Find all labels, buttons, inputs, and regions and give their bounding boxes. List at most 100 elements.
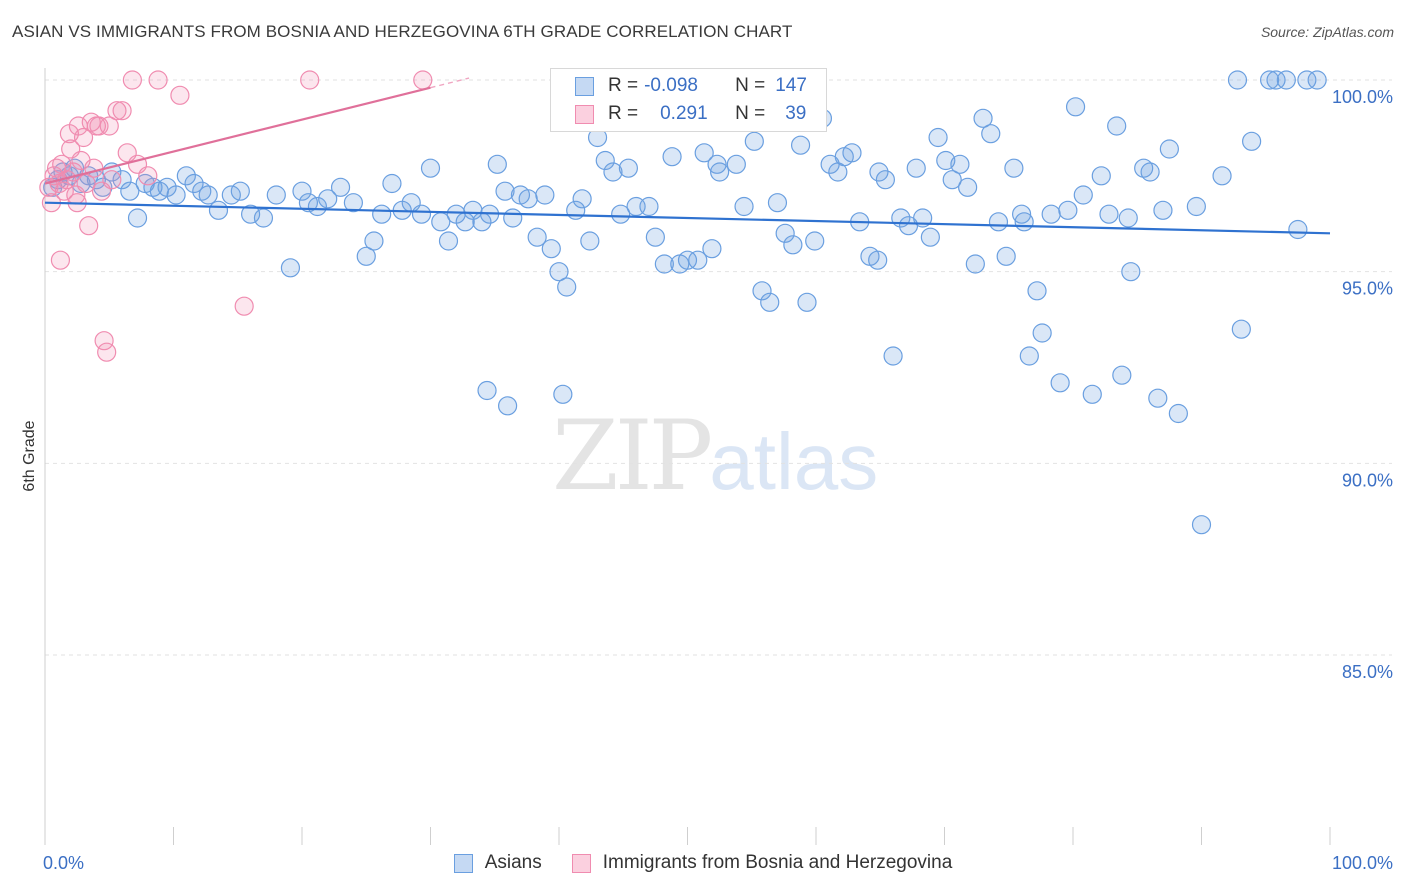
asians-point xyxy=(307,196,328,217)
bosnia-point xyxy=(94,331,114,351)
asians-point xyxy=(942,170,962,190)
asians-point xyxy=(253,208,274,228)
legend-label-bosnia: Immigrants from Bosnia and Herzegovina xyxy=(602,852,953,873)
asians-point xyxy=(1019,346,1039,366)
x-tick-label: 100.0% xyxy=(1332,853,1393,873)
asians-point xyxy=(527,227,547,247)
asians-point xyxy=(1107,116,1127,136)
y-tick-label: 100.0% xyxy=(1332,87,1393,107)
asians-point xyxy=(292,181,312,201)
asians-point xyxy=(166,185,186,205)
asians-point xyxy=(1231,319,1251,339)
asians-point xyxy=(1186,196,1206,217)
bosnia-point xyxy=(52,154,72,174)
asians-point xyxy=(760,292,780,312)
asians-point xyxy=(783,235,803,255)
legend-label-asians: Asians xyxy=(484,852,542,873)
legend-item-bosnia: Immigrants from Bosnia and Herzegovina xyxy=(571,852,953,874)
asians-point xyxy=(557,277,577,297)
asians-trend-line xyxy=(44,201,1331,235)
legend-swatch-asians xyxy=(575,76,594,96)
asians-point xyxy=(869,162,889,182)
asians-point xyxy=(936,150,956,171)
asians-point xyxy=(487,154,507,174)
legend-swatch-bosnia xyxy=(575,104,594,124)
asians-point xyxy=(883,346,903,366)
asians-point xyxy=(639,196,659,217)
asians-point xyxy=(996,246,1016,266)
bosnia-point xyxy=(39,177,59,197)
bosnia-trend-line xyxy=(44,86,431,185)
legend-n-value: 147 xyxy=(775,75,807,96)
y-axis-label: 6th Grade xyxy=(21,420,38,491)
asians-point xyxy=(726,154,746,174)
asians-point xyxy=(382,173,402,194)
asians-point xyxy=(1112,365,1132,385)
asians-point xyxy=(266,185,286,205)
asians-point xyxy=(518,189,538,209)
asians-point xyxy=(176,166,196,186)
asians-point xyxy=(645,227,665,247)
asians-point xyxy=(775,223,795,243)
asians-point xyxy=(707,154,727,174)
asians-point xyxy=(906,158,926,178)
asians-point xyxy=(184,173,204,194)
legend-swatch-bosnia xyxy=(571,853,591,873)
bosnia-point xyxy=(54,181,74,201)
asians-point xyxy=(1153,200,1173,220)
asians-point xyxy=(1058,200,1078,220)
asians-point xyxy=(744,131,764,151)
asians-point xyxy=(280,258,301,278)
asians-point xyxy=(688,250,708,270)
asians-point xyxy=(1288,219,1308,240)
bosnia-point xyxy=(84,158,104,178)
asians-point xyxy=(973,108,993,128)
asians-point xyxy=(662,147,682,167)
asians-point xyxy=(694,143,714,163)
bosnia-point xyxy=(112,101,132,121)
asians-point xyxy=(1118,208,1138,228)
asians-point xyxy=(241,204,261,224)
watermark-zip: ZIP xyxy=(552,400,713,512)
bosnia-point xyxy=(89,116,109,136)
asians-point xyxy=(595,150,615,171)
asians-point xyxy=(790,135,811,155)
asians-point xyxy=(734,196,754,217)
asians-point xyxy=(477,380,497,401)
asians-point xyxy=(752,281,772,301)
asians-point xyxy=(372,204,392,224)
legend-n-label: N = xyxy=(735,75,766,96)
asians-point xyxy=(797,292,817,312)
bosnia-point xyxy=(97,342,117,362)
watermark-atlas: atlas xyxy=(709,417,879,506)
asians-point xyxy=(965,254,985,274)
y-tick-label: 90.0% xyxy=(1342,470,1393,490)
legend-n-value: 39 xyxy=(785,103,807,124)
asians-point xyxy=(318,189,338,209)
asians-point xyxy=(805,231,825,251)
asians-point xyxy=(1168,403,1188,424)
legend-n-label: N = xyxy=(735,103,766,124)
legend-row-bosnia: R = 0.291 N = 39 xyxy=(575,101,806,127)
asians-point xyxy=(364,231,384,251)
asians-point xyxy=(710,162,730,182)
asians-point xyxy=(230,181,250,201)
asians-point xyxy=(611,204,631,224)
bosnia-point xyxy=(300,70,320,90)
asians-point xyxy=(1004,158,1024,178)
legend-item-asians: Asians xyxy=(453,852,542,874)
asians-point xyxy=(988,212,1009,232)
asians-point xyxy=(1140,162,1160,182)
bosnia-point xyxy=(73,127,94,148)
asians-point xyxy=(1041,204,1061,224)
bosnia-point xyxy=(234,296,254,316)
bosnia-point xyxy=(99,116,119,136)
asians-point xyxy=(1027,281,1047,301)
asians-point xyxy=(654,254,674,274)
bosnia-point xyxy=(76,173,96,194)
bosnia-point xyxy=(79,216,99,236)
asians-point xyxy=(112,170,132,190)
asians-point xyxy=(1297,70,1317,90)
bosnia-point xyxy=(138,166,158,186)
asians-point xyxy=(208,200,229,220)
